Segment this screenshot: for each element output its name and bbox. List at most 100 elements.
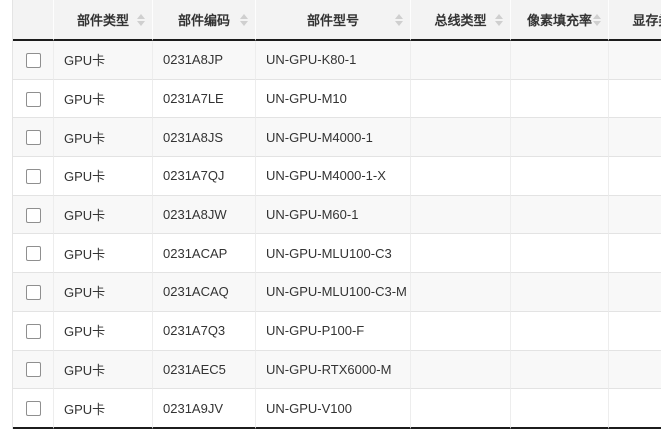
cell-part-type: GPU卡 xyxy=(54,157,153,196)
row-select-cell xyxy=(13,157,54,196)
header-part-type[interactable]: 部件类型 xyxy=(54,0,153,41)
cell-part-code: 0231ACAQ xyxy=(153,273,256,312)
row-checkbox[interactable] xyxy=(25,285,41,300)
cell-text: UN-GPU-M4000-1 xyxy=(266,129,373,145)
header-label: 总线类型 xyxy=(434,13,487,28)
cell-pixel-fill-rate xyxy=(511,234,609,274)
cell-text: GPU卡 xyxy=(64,92,106,108)
cell-pixel-fill-rate xyxy=(511,41,609,80)
row-select-cell xyxy=(13,118,54,158)
table-row: GPU卡 0231A9JV UN-GPU-V100 xyxy=(13,389,661,429)
cell-text: UN-GPU-M4000-1-X xyxy=(266,168,386,184)
row-select-cell xyxy=(13,79,54,119)
header-pixel-fill-rate[interactable]: 像素填充率 xyxy=(511,0,609,41)
table-row: GPU卡 0231A7Q3 UN-GPU-P100-F xyxy=(13,311,661,351)
cell-part-type: GPU卡 xyxy=(54,41,153,80)
sort-icon[interactable] xyxy=(495,13,503,26)
header-part-model[interactable]: 部件型号 xyxy=(256,0,411,41)
cell-bus-type xyxy=(411,234,511,274)
cell-vram-type xyxy=(609,311,661,351)
table-row: GPU卡 0231ACAP UN-GPU-MLU100-C3 xyxy=(13,234,661,274)
cell-text: GPU卡 xyxy=(64,208,106,224)
cell-text: 0231ACAQ xyxy=(163,284,229,300)
sort-icon[interactable] xyxy=(240,13,248,26)
cell-pixel-fill-rate xyxy=(511,389,609,429)
header-label: 显存类型 xyxy=(632,13,661,28)
header-label: 部件编码 xyxy=(177,13,230,28)
cell-bus-type xyxy=(411,350,511,390)
caret-up-icon xyxy=(137,13,145,19)
header-vram-type[interactable]: 显存类型 xyxy=(609,0,661,41)
table-row: GPU卡 0231A8JS UN-GPU-M4000-1 xyxy=(13,118,661,158)
cell-part-type: GPU卡 xyxy=(54,79,153,119)
header-select xyxy=(13,0,54,41)
cell-bus-type xyxy=(411,273,511,312)
cell-part-code: 0231ACAP xyxy=(153,234,256,274)
row-checkbox[interactable] xyxy=(25,91,41,107)
parts-table: 部件类型 部件编码 部件型号 总线类型 像素填充率 xyxy=(12,0,661,429)
cell-vram-type xyxy=(609,157,661,196)
row-checkbox[interactable] xyxy=(25,207,41,223)
row-select-cell xyxy=(13,234,54,274)
caret-up-icon xyxy=(495,13,503,19)
row-checkbox[interactable] xyxy=(25,246,41,262)
cell-text: 0231A7QJ xyxy=(163,168,225,184)
table-body: GPU卡 0231A8JP UN-GPU-K80-1 GPU卡 0231A7LE… xyxy=(13,41,661,429)
header-label: 部件类型 xyxy=(76,13,129,28)
cell-text: GPU卡 xyxy=(64,246,106,262)
cell-text: UN-GPU-RTX6000-M xyxy=(266,361,392,377)
cell-pixel-fill-rate xyxy=(511,195,609,235)
row-select-cell xyxy=(13,389,54,429)
cell-part-model: UN-GPU-M10 xyxy=(256,79,411,119)
cell-text: GPU卡 xyxy=(64,169,106,185)
caret-down-icon xyxy=(395,20,403,26)
cell-part-type: GPU卡 xyxy=(54,118,153,158)
cell-text: 0231ACAP xyxy=(163,245,228,261)
sort-icon[interactable] xyxy=(137,13,145,26)
row-checkbox[interactable] xyxy=(25,323,41,339)
caret-down-icon xyxy=(593,20,601,26)
cell-text: UN-GPU-K80-1 xyxy=(266,52,357,68)
cell-part-type: GPU卡 xyxy=(54,273,153,312)
cell-text: 0231A8JP xyxy=(163,52,223,68)
cell-bus-type xyxy=(411,79,511,119)
cell-text: 0231A8JS xyxy=(163,129,223,145)
cell-text: 0231A7Q3 xyxy=(163,323,226,339)
header-label: 像素填充率 xyxy=(526,13,592,28)
cell-text: GPU卡 xyxy=(64,285,106,301)
cell-bus-type xyxy=(411,389,511,429)
row-checkbox[interactable] xyxy=(25,362,41,378)
cell-text: GPU卡 xyxy=(64,324,106,340)
row-checkbox[interactable] xyxy=(25,130,41,146)
cell-vram-type xyxy=(609,350,661,390)
cell-text: UN-GPU-M60-1 xyxy=(266,207,359,223)
caret-up-icon xyxy=(593,13,601,19)
row-checkbox[interactable] xyxy=(25,168,41,184)
row-checkbox[interactable] xyxy=(25,52,41,68)
row-select-cell xyxy=(13,195,54,235)
cell-part-model: UN-GPU-M4000-1-X xyxy=(256,157,411,196)
cell-text: UN-GPU-MLU100-C3 xyxy=(266,245,392,261)
cell-part-type: GPU卡 xyxy=(54,311,153,351)
cell-part-model: UN-GPU-MLU100-C3 xyxy=(256,234,411,274)
cell-text: UN-GPU-V100 xyxy=(266,400,352,416)
cell-text: GPU卡 xyxy=(64,53,106,69)
header-part-code[interactable]: 部件编码 xyxy=(153,0,256,41)
cell-part-model: UN-GPU-K80-1 xyxy=(256,41,411,80)
row-select-cell xyxy=(13,273,54,312)
sort-icon[interactable] xyxy=(593,13,601,26)
cell-part-code: 0231A8JP xyxy=(153,41,256,80)
cell-pixel-fill-rate xyxy=(511,311,609,351)
row-checkbox[interactable] xyxy=(25,401,41,417)
cell-vram-type xyxy=(609,234,661,274)
cell-bus-type xyxy=(411,311,511,351)
cell-pixel-fill-rate xyxy=(511,273,609,312)
header-bus-type[interactable]: 总线类型 xyxy=(411,0,511,41)
sort-icon[interactable] xyxy=(395,13,403,26)
cell-vram-type xyxy=(609,41,661,80)
cell-pixel-fill-rate xyxy=(511,350,609,390)
cell-part-code: 0231A8JW xyxy=(153,195,256,235)
cell-text: UN-GPU-P100-F xyxy=(266,323,365,339)
cell-vram-type xyxy=(609,273,661,312)
